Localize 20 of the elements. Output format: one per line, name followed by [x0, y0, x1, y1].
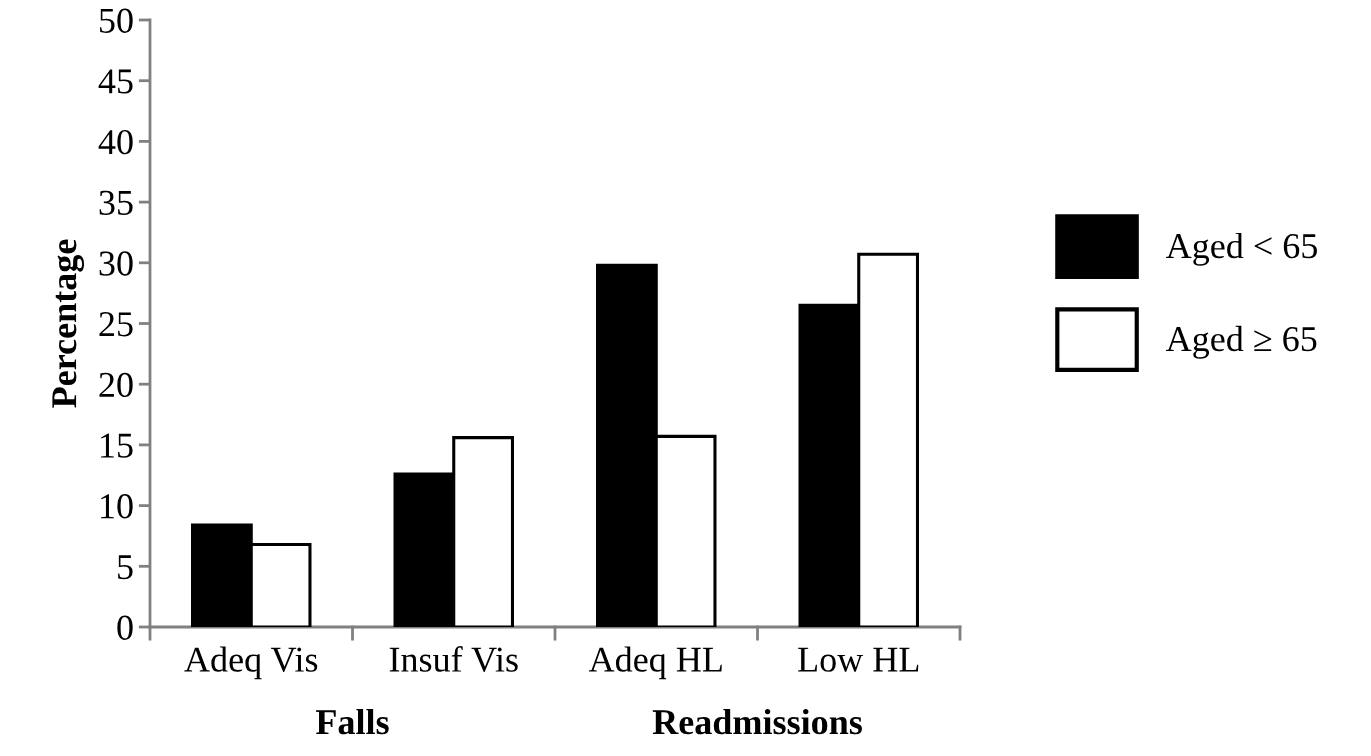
y-tick-label: 40: [98, 129, 133, 155]
legend-label: Aged ≥ 65: [1165, 325, 1317, 359]
x-tick-label: Adeq HL: [588, 646, 722, 680]
y-tick-label: 50: [100, 8, 133, 33]
x-tick-label: Adeq Vis: [184, 646, 318, 680]
y-tick-label: 10: [101, 494, 133, 519]
y-tick-label: 30: [99, 251, 133, 276]
y-tick-label: 25: [99, 312, 133, 337]
y-tick-label: 15: [101, 433, 133, 458]
y-tick-label: 0: [117, 615, 133, 640]
legend-label: Aged < 65: [1165, 232, 1317, 266]
y-tick-label: 35: [99, 190, 133, 215]
y-axis-title: Percentage: [52, 239, 85, 408]
x-tick-label: Insuf Vis: [389, 646, 518, 673]
y-tick-label: 20: [99, 372, 133, 398]
x-tick-label: Low HL: [798, 647, 919, 672]
y-tick-label: 45: [98, 69, 133, 94]
text: Readmissions: [652, 708, 862, 735]
text: Falls: [316, 708, 389, 735]
y-tick-label: 5: [118, 555, 133, 580]
